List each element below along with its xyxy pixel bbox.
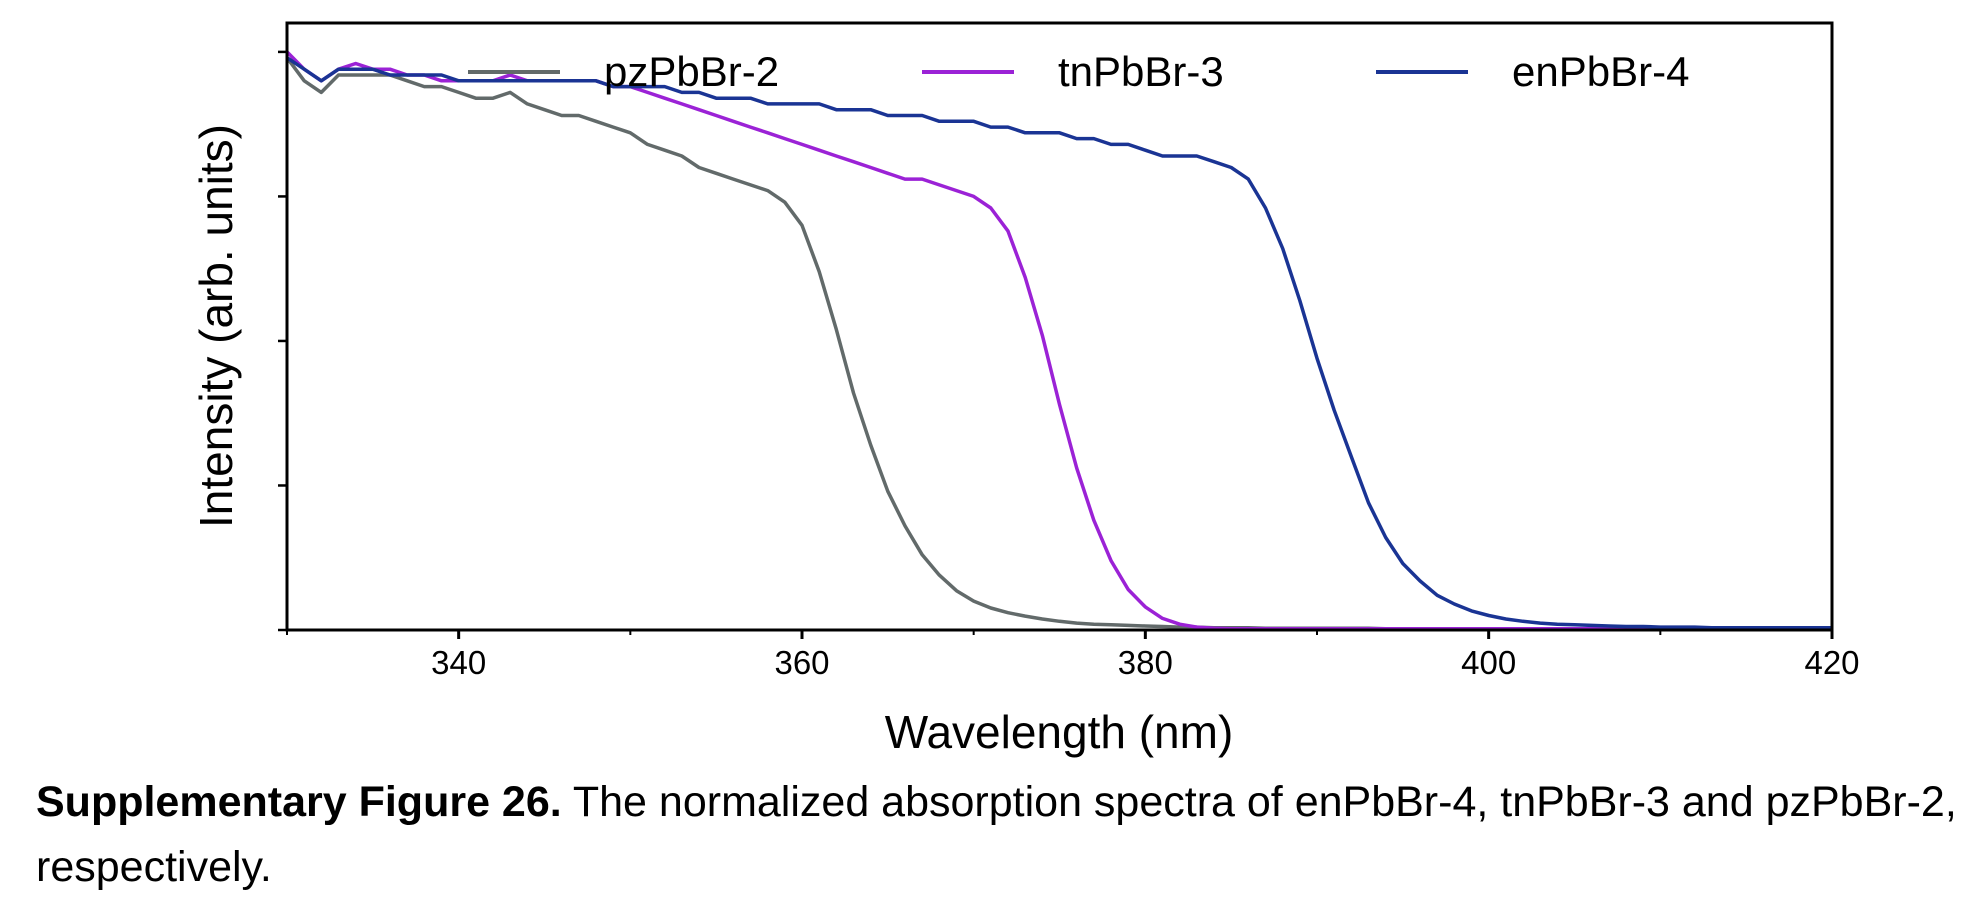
legend-label-enPbBr-4: enPbBr-4: [1512, 48, 1689, 95]
x-tick-label: 380: [1118, 644, 1173, 681]
legend: pzPbBr-2 tnPbBr-3 enPbBr-4: [468, 48, 1689, 95]
x-tick-label: 420: [1804, 644, 1859, 681]
absorption-chart: 340 360 380 400 420 pzPbBr-2 tnPbBr-3 enPbBr-4…: [190, 21, 1860, 758]
caption-text: The normalized absorption spectra of enP…: [36, 778, 1957, 891]
x-axis-ticks: 340 360 380 400 420: [286, 630, 1860, 681]
series-line-enPbBr-4: [286, 56, 1832, 630]
plot-lines: [285, 50, 1832, 631]
series-line-tnPbBr-3: [285, 50, 1832, 631]
x-tick-label: 360: [774, 644, 829, 681]
y-axis-ticks: [278, 50, 287, 632]
x-tick-label: 340: [431, 644, 486, 681]
figure-caption: Supplementary Figure 26. The normalized …: [36, 770, 1981, 900]
plot-frame: [285, 21, 1834, 632]
legend-label-tnPbBr-3: tnPbBr-3: [1058, 48, 1224, 95]
caption-label: Supplementary Figure 26.: [36, 778, 562, 826]
legend-label-pzPbBr-2: pzPbBr-2: [604, 48, 779, 95]
x-axis-title: Wavelength (nm): [885, 706, 1234, 758]
y-axis-title: Intensity (arb. units): [190, 124, 242, 528]
x-tick-label: 400: [1461, 644, 1516, 681]
series-line-pzPbBr-2: [285, 56, 1832, 631]
